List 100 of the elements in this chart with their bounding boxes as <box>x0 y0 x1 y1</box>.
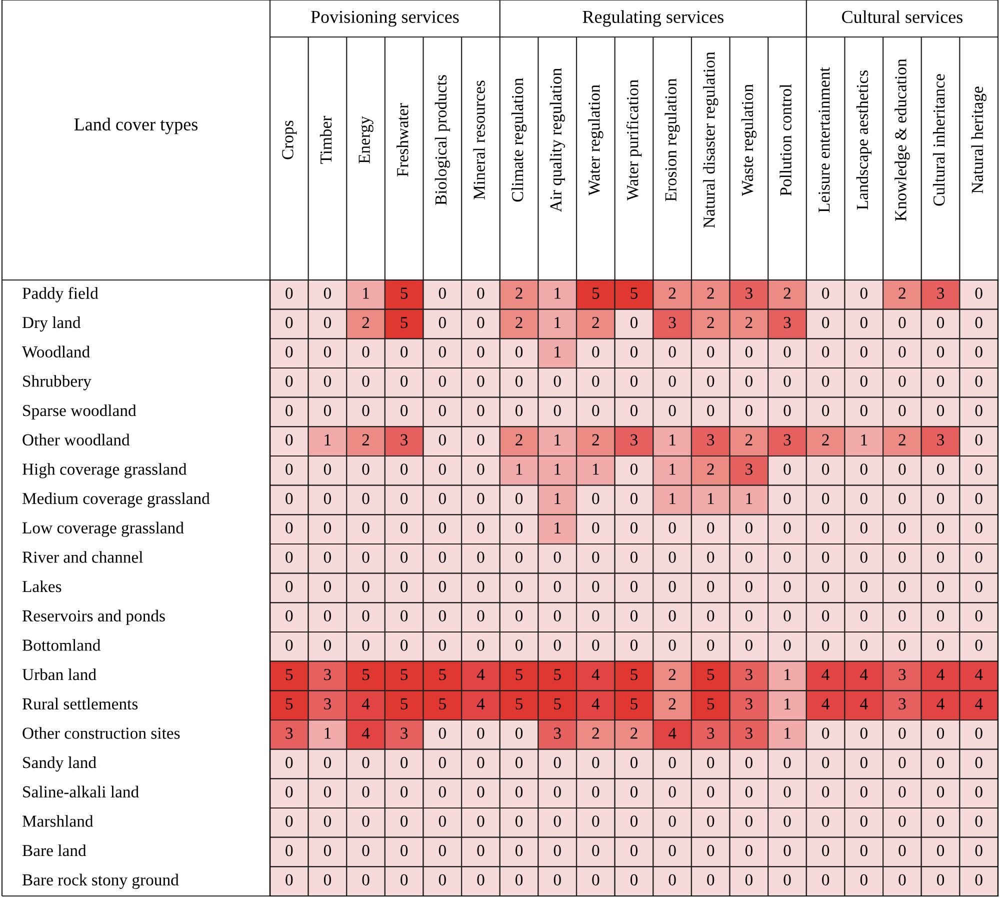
data-label: 0 <box>975 522 982 534</box>
data-label: 0 <box>400 756 408 768</box>
data-label: 2 <box>707 288 714 299</box>
data-label: 0 <box>898 346 906 358</box>
data-label: 0 <box>822 522 830 534</box>
data-label: 2 <box>516 434 522 446</box>
data-label: 0 <box>784 640 791 651</box>
data-label: 0 <box>516 640 523 651</box>
data-label: 0 <box>286 874 293 886</box>
data-label: 0 <box>554 404 561 416</box>
data-label: 2 <box>898 288 906 299</box>
data-label: 0 <box>745 640 752 651</box>
data-label: 0 <box>592 756 600 768</box>
data-label: 0 <box>860 346 868 358</box>
data-label: 0 <box>898 844 906 856</box>
data-label: 0 <box>516 610 523 622</box>
data-label: 0 <box>975 816 982 827</box>
data-label: 0 <box>936 786 944 798</box>
data-label: 2 <box>592 728 599 739</box>
data-label: 0 <box>975 756 982 768</box>
data-label: 0 <box>822 288 830 299</box>
data-label: 3 <box>898 698 906 710</box>
data-label: 0 <box>477 522 484 534</box>
data-label: 0 <box>784 404 791 416</box>
y-tick-label: Woodland <box>22 346 90 358</box>
data-label: 0 <box>898 756 906 768</box>
data-label: 4 <box>668 728 676 739</box>
data-label: 0 <box>324 610 332 622</box>
x-tick-label: Freshwater <box>396 103 408 177</box>
data-label: 0 <box>592 376 600 387</box>
data-label: 0 <box>286 786 293 798</box>
data-label: 5 <box>516 698 523 710</box>
data-label: 0 <box>936 816 944 827</box>
data-label: 0 <box>286 844 293 856</box>
data-label: 3 <box>746 288 752 299</box>
data-label: 0 <box>286 816 293 827</box>
data-label: 2 <box>592 316 599 328</box>
data-label: 0 <box>630 610 638 622</box>
data-label: 5 <box>630 698 638 710</box>
data-label: 0 <box>936 610 944 622</box>
data-label: 1 <box>861 434 868 446</box>
data-label: 0 <box>707 346 714 358</box>
data-label: 0 <box>324 756 332 768</box>
data-label: 0 <box>707 522 714 534</box>
data-label: 0 <box>822 376 830 387</box>
x-tick-label: Natural disaster regulation <box>703 52 718 228</box>
data-label: 0 <box>592 580 600 592</box>
data-label: 0 <box>477 346 484 358</box>
data-label: 0 <box>630 316 638 328</box>
data-label: 5 <box>362 669 370 680</box>
data-label: 0 <box>975 492 982 504</box>
data-label: 0 <box>630 786 638 798</box>
x-tick-label: Waste regulation <box>741 84 757 196</box>
data-label: 0 <box>784 844 791 856</box>
data-label: 0 <box>324 522 332 534</box>
data-label: 0 <box>898 580 906 592</box>
data-label: 0 <box>936 640 944 651</box>
data-label: 0 <box>362 786 370 798</box>
data-label: 0 <box>745 522 752 534</box>
data-label: 1 <box>708 493 714 504</box>
data-label: 0 <box>592 816 600 827</box>
data-label: 4 <box>860 669 868 680</box>
data-label: 0 <box>400 464 408 475</box>
data-label: 0 <box>477 844 484 856</box>
data-label: 2 <box>630 728 638 739</box>
data-label: 3 <box>937 434 944 446</box>
data-label: 5 <box>554 698 561 710</box>
data-label: 0 <box>784 492 791 504</box>
data-label: 0 <box>362 552 370 563</box>
data-label: 0 <box>975 552 982 563</box>
data-label: 0 <box>400 492 408 504</box>
data-label: 0 <box>516 844 523 856</box>
data-label: 0 <box>324 786 332 798</box>
data-label: 0 <box>860 288 868 299</box>
data-label: 2 <box>592 434 599 446</box>
data-label: 0 <box>477 404 484 416</box>
data-label: 0 <box>822 316 830 328</box>
data-label: 0 <box>438 786 446 798</box>
data-label: 0 <box>822 552 830 563</box>
x-tick-label: Leisure entertainment <box>818 67 830 212</box>
data-label: 0 <box>936 756 944 768</box>
data-label: 0 <box>975 376 982 387</box>
data-label: 0 <box>860 464 868 475</box>
data-label: 0 <box>860 610 868 622</box>
data-label: 5 <box>592 288 600 299</box>
data-label: 0 <box>438 346 446 358</box>
data-label: 0 <box>477 874 484 886</box>
data-label: 0 <box>438 552 446 563</box>
data-label: 1 <box>746 493 752 504</box>
data-label: 0 <box>745 580 752 592</box>
data-label: 2 <box>707 316 714 328</box>
data-label: 0 <box>860 492 868 504</box>
data-label: 3 <box>400 728 408 739</box>
data-label: 4 <box>592 698 600 710</box>
data-label: 3 <box>784 434 791 446</box>
data-label: 0 <box>860 728 868 739</box>
data-label: 0 <box>745 610 752 622</box>
data-label: 0 <box>477 580 484 592</box>
data-label: 0 <box>362 844 370 856</box>
data-label: 0 <box>286 346 293 358</box>
